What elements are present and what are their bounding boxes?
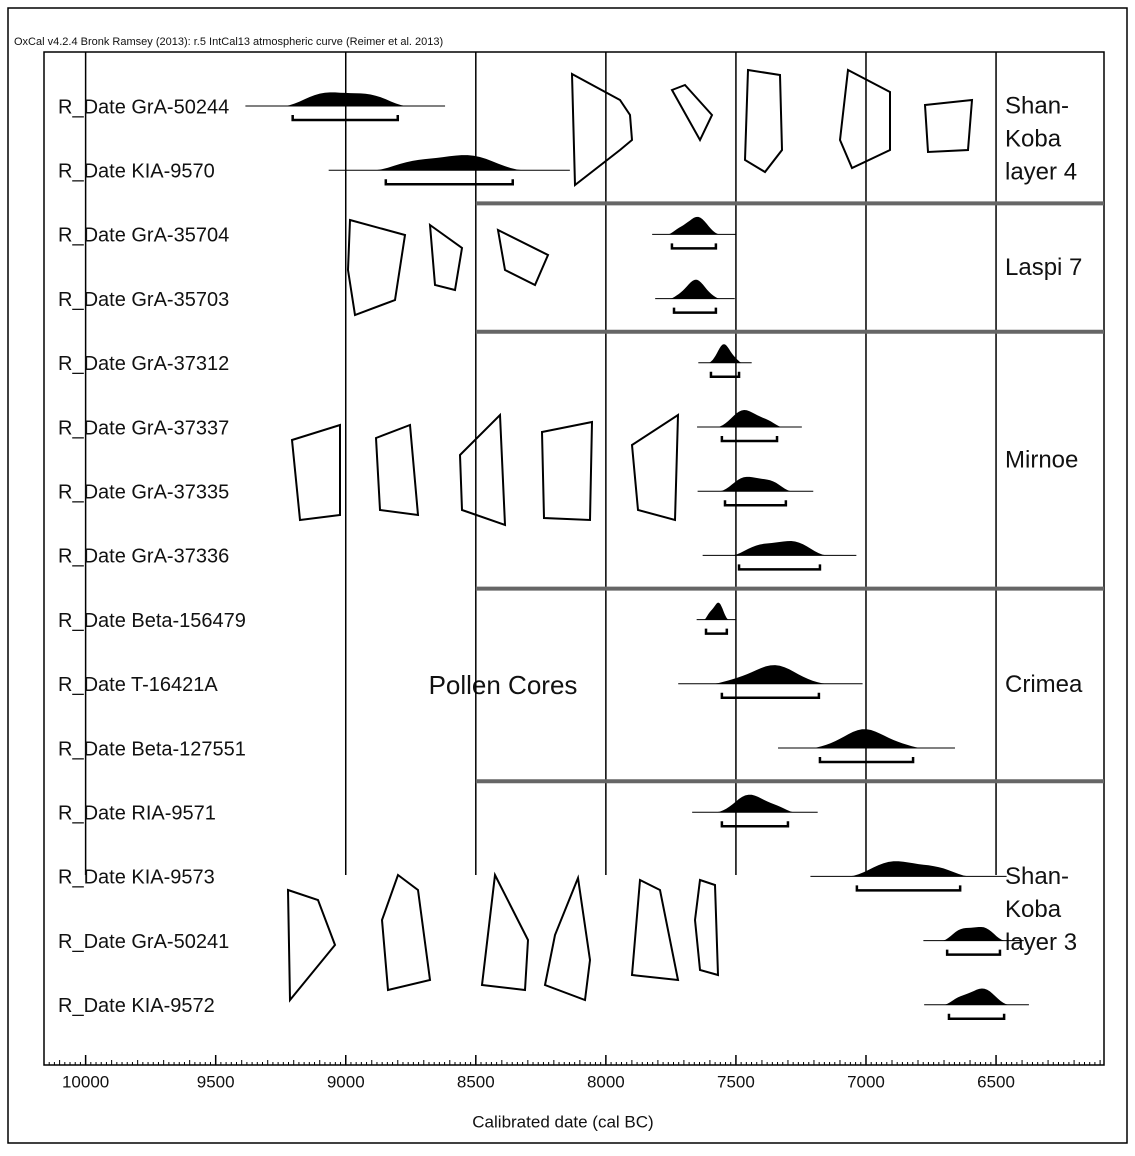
frame (7, 7, 1128, 1144)
x-tick-label: 6500 (977, 1072, 1015, 1091)
row-label: R_Date GrA-37336 (58, 546, 229, 568)
range-bracket (704, 628, 729, 635)
x-tick-label: 9500 (197, 1072, 235, 1091)
group-label: Mirnoe (1005, 446, 1078, 473)
chart-title: OxCal v4.2.4 Bronk Ramsey (2013): r.5 In… (14, 36, 443, 48)
flint (290, 423, 341, 522)
range-bracket (945, 949, 1002, 956)
range-bracket (947, 1013, 1006, 1021)
probability-distribution (704, 602, 729, 620)
probability-distribution (714, 665, 827, 684)
row-label: R_Date GrA-50244 (58, 96, 229, 118)
row-label: R_Date GrA-50241 (58, 931, 229, 953)
flint (670, 83, 714, 143)
row-label: R_Date GrA-37337 (58, 417, 229, 439)
flint (540, 420, 594, 522)
group-label: Shan- (1005, 92, 1069, 119)
group-label: Koba (1005, 125, 1062, 152)
range-bracket (672, 307, 718, 314)
flint (346, 218, 407, 317)
probability-distribution (284, 92, 407, 106)
flint (458, 412, 507, 527)
row-label: R_Date KIA-9572 (58, 995, 215, 1017)
probability-distribution (708, 344, 742, 363)
flint (923, 98, 974, 154)
flint (630, 878, 680, 982)
row-label: R_Date T-16421A (58, 674, 218, 696)
probability-distribution (732, 541, 827, 556)
probability-distribution (942, 927, 1005, 941)
range-bracket (670, 243, 718, 250)
x-tick-label: 7000 (847, 1072, 885, 1091)
group-label: layer 3 (1005, 929, 1077, 956)
range-bracket (737, 564, 822, 571)
row-label: R_Date Beta-156479 (58, 610, 246, 632)
range-bracket (723, 500, 788, 507)
range-bracket (709, 371, 741, 379)
probability-distribution (848, 861, 969, 877)
probability-distribution (668, 216, 720, 235)
range-bracket (818, 757, 915, 764)
flint (630, 413, 680, 522)
plot-area (43, 51, 1105, 1066)
flint (743, 68, 784, 174)
x-tick-label: 8500 (457, 1072, 495, 1091)
x-tick-label: 10000 (62, 1072, 109, 1091)
flint (838, 68, 891, 170)
row-label: R_Date KIA-9573 (58, 867, 215, 889)
group-label: layer 4 (1005, 158, 1077, 185)
annotation: Pollen Cores (429, 670, 578, 700)
flint (693, 878, 720, 977)
group-label: Shan- (1005, 863, 1069, 890)
flint (428, 222, 464, 292)
row-label: R_Date GrA-35704 (58, 225, 229, 247)
row-label: R_Date GrA-35703 (58, 289, 229, 311)
x-tick-label: 8000 (587, 1072, 625, 1091)
row-label: R_Date GrA-37335 (58, 481, 229, 503)
probability-distribution (716, 794, 794, 813)
group-label: Crimea (1005, 671, 1083, 698)
probability-distribution (720, 476, 791, 492)
row-label: R_Date RIA-9571 (58, 802, 216, 824)
x-axis-label: Calibrated date (cal BC) (472, 1112, 653, 1131)
probability-distribution (812, 729, 921, 748)
flint (380, 873, 432, 992)
flint (480, 871, 530, 992)
flint (374, 423, 420, 517)
x-tick-label: 7500 (717, 1072, 755, 1091)
range-bracket (720, 692, 821, 700)
flint (286, 888, 337, 1003)
row-label: R_Date Beta-127551 (58, 738, 246, 760)
probability-distribution (375, 155, 523, 171)
range-bracket (291, 115, 400, 122)
group-label: Laspi 7 (1005, 254, 1082, 281)
flint (496, 228, 550, 287)
range-bracket (855, 885, 962, 892)
probability-distribution (944, 988, 1009, 1005)
group-label: Koba (1005, 896, 1062, 923)
row-label: R_Date KIA-9570 (58, 160, 215, 182)
range-bracket (384, 179, 514, 186)
x-tick-label: 9000 (327, 1072, 365, 1091)
probability-distribution (670, 279, 720, 299)
range-bracket (720, 436, 779, 443)
artifact-drawings (286, 68, 974, 1003)
flint (543, 874, 592, 1002)
row-label: R_Date GrA-37312 (58, 353, 229, 375)
probability-distribution (717, 410, 782, 427)
flint (570, 72, 634, 188)
range-bracket (720, 821, 790, 828)
